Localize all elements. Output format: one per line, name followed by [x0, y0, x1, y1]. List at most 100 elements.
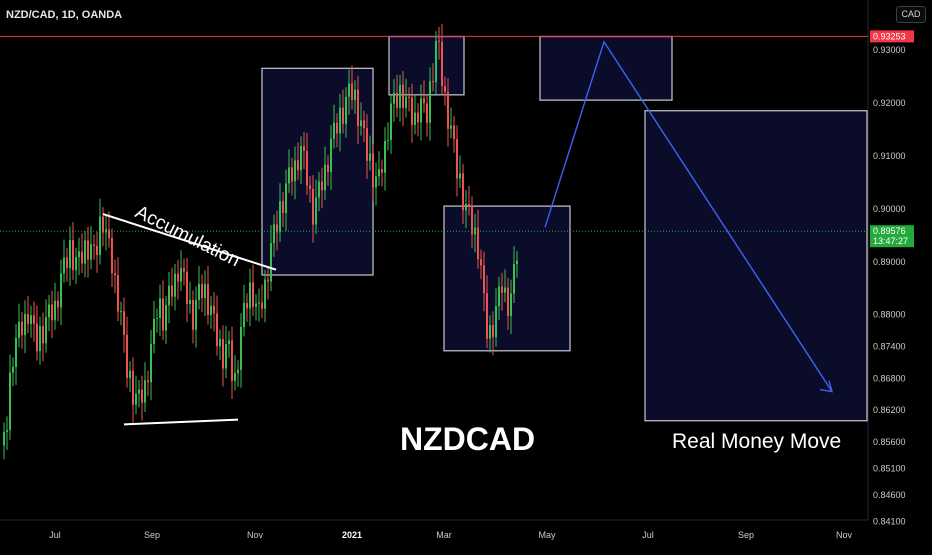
candle-body: [477, 227, 479, 260]
price-axis-labels[interactable]: 0.93000 0.92000 0.91000 0.90000 0.89000 0.880…: [873, 45, 906, 527]
symbol-title[interactable]: NZD/CAD, 1D, OANDA: [6, 9, 123, 21]
candle-body: [216, 313, 218, 347]
candle-body: [225, 344, 227, 369]
price-axis-label[interactable]: 0.84600: [873, 490, 906, 500]
candle-body: [60, 273, 62, 308]
candle-body: [126, 334, 128, 379]
candle-body: [345, 96, 347, 124]
candle-body: [99, 216, 101, 255]
candle-body: [294, 160, 296, 182]
candle-body: [438, 40, 440, 42]
forecast-arrowhead: [819, 380, 833, 393]
time-axis-labels[interactable]: Jul Sep Nov 2021 Mar May Jul Sep Nov: [49, 530, 852, 540]
candle-body: [165, 305, 167, 331]
forecast-arrow-path[interactable]: [544, 40, 833, 392]
time-axis-label[interactable]: 2021: [342, 530, 362, 540]
candle-body: [495, 306, 497, 338]
candle-body: [270, 243, 272, 282]
candle-body: [210, 305, 212, 316]
price-axis-label[interactable]: 0.91000: [873, 151, 906, 161]
candle-body: [201, 283, 203, 298]
candle-body: [507, 287, 509, 316]
candle-body: [393, 92, 395, 104]
currency-button[interactable]: CAD: [896, 6, 926, 23]
candle-body: [198, 283, 200, 300]
price-axis-label[interactable]: 0.86200: [873, 405, 906, 415]
candle-body: [192, 299, 194, 330]
zone-boxes[interactable]: [261, 35, 868, 422]
candle-body: [363, 120, 365, 129]
candle-body: [429, 81, 431, 123]
forecast-label[interactable]: Real Money Move: [672, 430, 841, 453]
candle-body: [21, 321, 23, 336]
candle-body: [288, 167, 290, 184]
price-axis-label[interactable]: 0.87400: [873, 342, 906, 352]
candle-body: [336, 122, 338, 134]
resistance-price-tag-text: 0.93253: [873, 31, 906, 41]
candle-body: [468, 203, 470, 207]
candle-body: [387, 140, 389, 142]
candle-body: [219, 339, 221, 347]
candle-body: [57, 300, 59, 308]
candle-body: [432, 81, 434, 83]
time-axis-label[interactable]: Sep: [144, 530, 160, 540]
candle-body: [510, 293, 512, 316]
price-axis-label[interactable]: 0.89000: [873, 257, 906, 267]
time-axis-label[interactable]: Jul: [49, 530, 61, 540]
candle-body: [123, 311, 125, 335]
time-axis-label[interactable]: Mar: [436, 530, 452, 540]
price-axis-label[interactable]: 0.85600: [873, 437, 906, 447]
candle-body: [489, 324, 491, 339]
candle-body: [78, 251, 80, 258]
price-axis-label[interactable]: 0.85100: [873, 463, 906, 473]
candle-body: [45, 317, 47, 344]
candle-body: [183, 268, 185, 272]
candle-body: [291, 167, 293, 182]
candle-body: [321, 181, 323, 191]
price-axis-label[interactable]: 0.84100: [873, 516, 906, 526]
time-axis-label[interactable]: Jul: [642, 530, 654, 540]
candle-body: [276, 224, 278, 233]
candle-body: [252, 282, 254, 307]
candle-body: [120, 311, 122, 313]
candle-body: [243, 302, 245, 328]
candle-body: [12, 366, 14, 373]
candle-body: [117, 275, 119, 312]
accumulation-upper-trendline[interactable]: [102, 213, 277, 271]
accumulation-lower-trendline[interactable]: [123, 418, 239, 426]
price-axis-label[interactable]: 0.88000: [873, 310, 906, 320]
candle-body: [378, 169, 380, 177]
candle-body: [381, 169, 383, 173]
candle-body: [441, 41, 443, 87]
candle-body: [330, 138, 332, 172]
candle-body: [90, 244, 92, 260]
time-axis-label[interactable]: May: [538, 530, 556, 540]
price-axis-label[interactable]: 0.93000: [873, 45, 906, 55]
candle-body: [39, 326, 41, 351]
candle-body: [168, 285, 170, 306]
candle-body: [279, 201, 281, 233]
candle-body: [102, 216, 104, 233]
candle-body: [15, 337, 17, 367]
forecast-box: [644, 110, 868, 422]
candle-body: [366, 128, 368, 161]
candle-body: [3, 431, 5, 446]
candle-body: [108, 229, 110, 238]
candle-body: [141, 389, 143, 403]
time-axis-label[interactable]: Sep: [738, 530, 754, 540]
candle-body: [306, 151, 308, 186]
price-axis-label[interactable]: 0.92000: [873, 98, 906, 108]
candle-body: [405, 96, 407, 108]
price-axis-label[interactable]: 0.90000: [873, 204, 906, 214]
candle-body: [138, 389, 140, 394]
candle-body: [264, 279, 266, 309]
candle-body: [171, 285, 173, 297]
price-axis-label[interactable]: 0.86800: [873, 373, 906, 383]
candle-body: [414, 112, 416, 125]
time-axis-label[interactable]: Nov: [247, 530, 264, 540]
candle-body: [153, 318, 155, 344]
candle-body: [48, 304, 50, 318]
time-axis-label[interactable]: Nov: [836, 530, 853, 540]
candle-body: [159, 298, 161, 318]
